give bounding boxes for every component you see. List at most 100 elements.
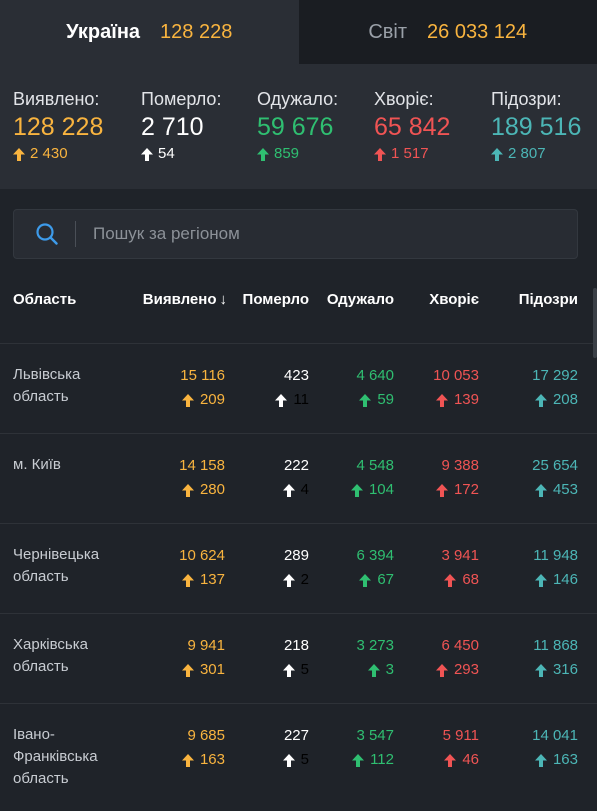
table-row[interactable]: Харківська область 9 941 301 218 5 3 273 3 6 45…: [0, 614, 597, 704]
summary-label: Виявлено:: [13, 89, 100, 109]
summary-value: 59 676: [257, 113, 334, 141]
confirmed-delta: 301: [181, 660, 225, 680]
recovered-delta: 59: [359, 390, 394, 410]
region-name: Харківська область: [13, 636, 88, 675]
summary-suspected: Підозри: 189 516 2 807: [491, 88, 581, 164]
scrollbar[interactable]: [593, 288, 597, 358]
arrow-up-icon: [282, 573, 295, 587]
table-row[interactable]: м. Київ 14 158 280 222 4 4 548 104 9 388 172 25 6…: [0, 434, 597, 524]
recovered-value: 4 548: [356, 457, 394, 474]
arrow-up-icon: [435, 663, 448, 677]
summary-recovered: Одужало: 59 676 859: [257, 88, 338, 164]
suspected-delta: 316: [534, 660, 578, 680]
suspected-delta-value: 453: [552, 481, 578, 498]
suspected-delta-value: 146: [552, 571, 578, 588]
confirmed-value: 9 685: [187, 727, 225, 744]
arrow-up-icon: [181, 573, 194, 587]
tab-ukraine-label: Україна: [66, 20, 141, 43]
summary-value: 189 516: [491, 113, 582, 141]
header-region[interactable]: Область: [13, 291, 77, 308]
sick-delta-value: 293: [453, 661, 479, 678]
arrow-up-icon: [13, 147, 25, 161]
tab-world-label: Світ: [368, 20, 408, 43]
summary-sick: Хворіє: 65 842 1 517: [374, 88, 450, 164]
deaths-delta: 5: [282, 750, 309, 770]
suspected-value: 11 868: [533, 637, 578, 654]
header-deaths[interactable]: Померло: [242, 291, 309, 308]
confirmed-delta: 280: [181, 480, 225, 500]
deaths-value: 289: [283, 547, 309, 564]
tab-ukraine-value: 128 228: [160, 20, 233, 43]
recovered-delta: 3: [367, 660, 394, 680]
arrow-up-icon: [435, 393, 448, 407]
table-row[interactable]: Івано-Франківська область 9 685 163 227 5 3 5…: [0, 704, 597, 799]
tab-world[interactable]: Світ 26 033 124: [298, 0, 597, 64]
suspected-delta: 208: [534, 390, 578, 410]
summary-delta-value: 859: [274, 145, 300, 162]
summary-panel: Виявлено: 128 228 2 430 Померло: 2 710 5…: [0, 64, 597, 189]
confirmed-value: 14 158: [179, 457, 225, 474]
search-box[interactable]: [13, 209, 578, 259]
region-table: Область Виявлено ↓ Померло Одужало Хворі…: [0, 260, 597, 799]
sick-delta-value: 46: [462, 751, 479, 768]
suspected-delta-value: 316: [552, 661, 578, 678]
arrow-up-icon: [534, 753, 547, 767]
confirmed-delta-value: 301: [199, 661, 225, 678]
deaths-delta: 4: [282, 480, 309, 500]
summary-delta: 859: [257, 144, 338, 164]
header-confirmed[interactable]: Виявлено ↓: [143, 291, 227, 308]
header-recovered[interactable]: Одужало: [326, 291, 394, 308]
recovered-delta: 112: [352, 750, 394, 770]
recovered-delta-value: 59: [377, 391, 394, 408]
search-icon[interactable]: [36, 223, 58, 245]
sick-value: 3 941: [441, 547, 479, 564]
summary-delta: 2 807: [491, 144, 581, 164]
arrow-up-icon: [275, 393, 288, 407]
search-section: [0, 189, 597, 260]
summary-delta: 54: [141, 144, 221, 164]
tab-ukraine[interactable]: Україна 128 228: [0, 0, 299, 64]
confirmed-value: 9 941: [187, 637, 225, 654]
suspected-delta-value: 163: [552, 751, 578, 768]
deaths-delta: 11: [275, 390, 309, 410]
recovered-delta-value: 3: [385, 661, 394, 678]
table-row[interactable]: Львівська область 15 116 209 423 11 4 640 59 10…: [0, 344, 597, 434]
region-name: Івано-Франківська область: [13, 726, 98, 787]
summary-value: 65 842: [374, 113, 451, 141]
sick-delta: 46: [444, 750, 479, 770]
header-suspected[interactable]: Підозри: [518, 291, 578, 308]
sick-delta: 293: [435, 660, 479, 680]
sick-delta: 139: [435, 390, 479, 410]
region-tabs: Україна 128 228 Світ 26 033 124: [0, 0, 597, 64]
arrow-up-icon: [534, 483, 547, 497]
sick-delta-value: 68: [462, 571, 479, 588]
sort-down-icon: ↓: [219, 291, 228, 308]
confirmed-delta-value: 280: [199, 481, 225, 498]
arrow-up-icon: [534, 393, 547, 407]
arrow-up-icon: [359, 393, 372, 407]
table-row[interactable]: Чернівецька область 10 624 137 289 2 6 394 67 3…: [0, 524, 597, 614]
deaths-delta: 5: [282, 660, 309, 680]
recovered-value: 3 547: [356, 727, 394, 744]
confirmed-delta: 163: [181, 750, 225, 770]
recovered-value: 3 273: [356, 637, 394, 654]
region-name: м. Київ: [13, 456, 61, 473]
summary-delta: 1 517: [374, 144, 450, 164]
summary-delta-value: 2 807: [508, 145, 546, 162]
recovered-value: 6 394: [356, 547, 394, 564]
sick-value: 10 053: [433, 367, 479, 384]
suspected-value: 14 041: [532, 727, 578, 744]
arrow-up-icon: [444, 573, 457, 587]
search-input[interactable]: [91, 223, 511, 245]
recovered-delta: 67: [359, 570, 394, 590]
deaths-delta-value: 5: [300, 751, 309, 768]
summary-delta-value: 2 430: [30, 145, 68, 162]
header-sick[interactable]: Хворіє: [429, 291, 479, 308]
deaths-delta-value: 4: [300, 481, 309, 498]
tab-world-value: 26 033 124: [427, 20, 528, 43]
arrow-up-icon: [282, 663, 295, 677]
deaths-value: 423: [283, 367, 309, 384]
confirmed-delta-value: 209: [199, 391, 225, 408]
arrow-up-icon: [181, 483, 194, 497]
summary-delta-value: 54: [158, 145, 175, 162]
